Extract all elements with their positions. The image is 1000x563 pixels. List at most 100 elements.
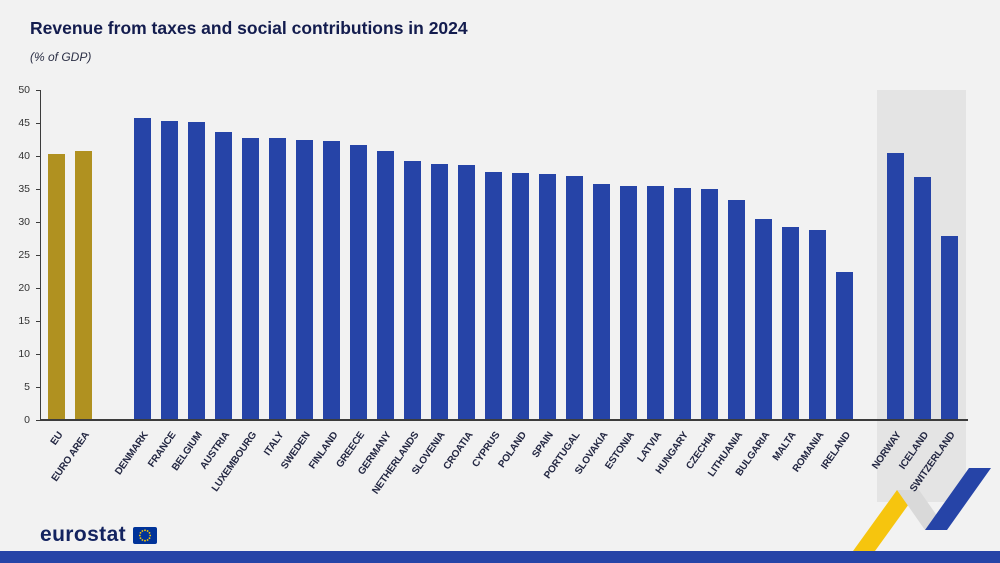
bottom-strip: [0, 551, 1000, 563]
bar-portugal: [566, 175, 583, 420]
bar-germany: [377, 150, 394, 420]
bar-column-lithuania: LITHUANIA: [706, 90, 745, 479]
y-tick-mark: [36, 321, 40, 322]
bar-belgium: [188, 122, 205, 420]
y-tick-label: 30: [18, 216, 30, 228]
bars-row: EU EURO AREA DENMARK FRANCE BELGIUM AUSTRIA LU…: [48, 90, 966, 502]
y-tick-label: 0: [24, 414, 30, 426]
bar-label-spain: SPAIN: [530, 430, 557, 460]
y-tick-mark: [36, 189, 40, 190]
eu-flag-icon: [133, 526, 158, 544]
bar-column-croatia: CROATIA: [441, 90, 475, 472]
bar-label-denmark: DENMARK: [113, 430, 152, 478]
bar-czechia: [701, 189, 718, 420]
bar-column-austria: AUSTRIA: [198, 90, 232, 472]
bar-column-netherlands: NETHERLANDS: [370, 90, 421, 496]
bar-column-sweden: SWEDEN: [280, 90, 313, 471]
bar-column-greece: GREECE: [334, 90, 367, 470]
y-tick-label: 40: [18, 150, 30, 162]
y-tick-label: 20: [18, 282, 30, 294]
y-tick-label: 50: [18, 84, 30, 96]
bar-poland: [512, 172, 529, 420]
bar-lithuania: [728, 200, 745, 420]
bar-greece: [350, 145, 367, 420]
bar-slovakia: [593, 183, 610, 420]
bar-label-eu: EU: [48, 430, 66, 448]
bar-malta: [782, 226, 799, 420]
bar-column-denmark: DENMARK: [113, 90, 151, 477]
bar-column-germany: GERMANY: [356, 90, 394, 477]
bar-luxembourg: [242, 137, 259, 420]
bar-euro-area: [75, 150, 92, 420]
bar-switzerland: [941, 235, 958, 420]
bar-column-euro-area: EURO AREA: [50, 90, 92, 484]
y-tick-mark: [36, 420, 40, 421]
bar-column-france: FRANCE: [146, 90, 178, 469]
bar-croatia: [458, 165, 475, 420]
y-tick-label: 15: [18, 315, 30, 327]
y-tick-mark: [36, 288, 40, 289]
bar-bulgaria: [755, 218, 772, 420]
bar-hungary: [674, 187, 691, 420]
y-tick-mark: [36, 387, 40, 388]
bar-estonia: [620, 186, 637, 420]
bar-column-luxembourg: LUXEMBOURG: [210, 90, 259, 494]
bar-france: [161, 121, 178, 420]
eurostat-logo: eurostat: [40, 523, 158, 547]
y-axis: 0 5 10 15 20 25 30 35 40 45 50: [0, 84, 36, 426]
y-tick-label: 10: [18, 348, 30, 360]
bar-column-hungary: HUNGARY: [654, 90, 691, 476]
bar-romania: [809, 229, 826, 420]
bar-column-slovakia: SLOVAKIA: [573, 90, 610, 477]
bar-column-slovenia: SLOVENIA: [411, 90, 448, 477]
bar-label-italy: ITALY: [261, 430, 287, 458]
bar-column-ireland: IRELAND: [819, 90, 853, 472]
y-tick-mark: [36, 255, 40, 256]
y-axis-line: [40, 90, 41, 420]
y-tick-mark: [36, 354, 40, 355]
bar-iceland: [914, 177, 931, 420]
bar-column-bulgaria: BULGARIA: [734, 90, 772, 478]
bar-column-spain: SPAIN: [530, 90, 556, 460]
bar-column-belgium: BELGIUM: [170, 90, 205, 473]
bar-column-poland: POLAND: [496, 90, 529, 470]
bar-cyprus: [485, 171, 502, 420]
y-tick-mark: [36, 222, 40, 223]
bar-column-malta: MALTA: [771, 90, 799, 463]
y-tick-label: 35: [18, 183, 30, 195]
bar-column-iceland: ICELAND: [897, 90, 931, 472]
bar-column-latvia: LATVIA: [635, 90, 664, 464]
y-tick-label: 45: [18, 117, 30, 129]
decorative-ribbon-graphic: [853, 468, 991, 551]
bar-norway: [887, 153, 904, 420]
bar-denmark: [134, 117, 151, 420]
x-axis-line: [40, 419, 968, 421]
bar-group-efta: NORWAY ICELAND SWITZERLAND: [871, 90, 966, 502]
bar-group-eu-aggregates: EU EURO AREA: [48, 90, 92, 484]
bar-column-portugal: PORTUGAL: [543, 90, 583, 481]
bar-column-switzerland: SWITZERLAND: [909, 90, 958, 494]
bar-spain: [539, 173, 556, 420]
bar-ireland: [836, 272, 853, 420]
bar-latvia: [647, 186, 664, 420]
y-tick-label: 25: [18, 249, 30, 261]
bar-group-member-states: DENMARK FRANCE BELGIUM AUSTRIA LUXEMBOURG ITA…: [113, 90, 853, 496]
bar-netherlands: [404, 160, 421, 420]
y-tick-mark: [36, 123, 40, 124]
y-tick-mark: [36, 156, 40, 157]
bar-column-norway: NORWAY: [871, 90, 904, 471]
chart-title: Revenue from taxes and social contributi…: [30, 18, 468, 38]
bar-italy: [269, 138, 286, 420]
chart-subtitle: (% of GDP): [30, 50, 92, 64]
bar-slovenia: [431, 163, 448, 420]
bar-eu: [48, 154, 65, 420]
bar-column-romania: ROMANIA: [790, 90, 826, 474]
bar-label-malta: MALTA: [771, 430, 800, 463]
bar-sweden: [296, 139, 313, 420]
y-tick-label: 5: [24, 381, 30, 393]
bar-column-finland: FINLAND: [307, 90, 340, 471]
bar-column-eu: EU: [48, 90, 65, 447]
bar-column-italy: ITALY: [262, 90, 286, 458]
bar-column-czechia: CZECHIA: [684, 90, 718, 472]
